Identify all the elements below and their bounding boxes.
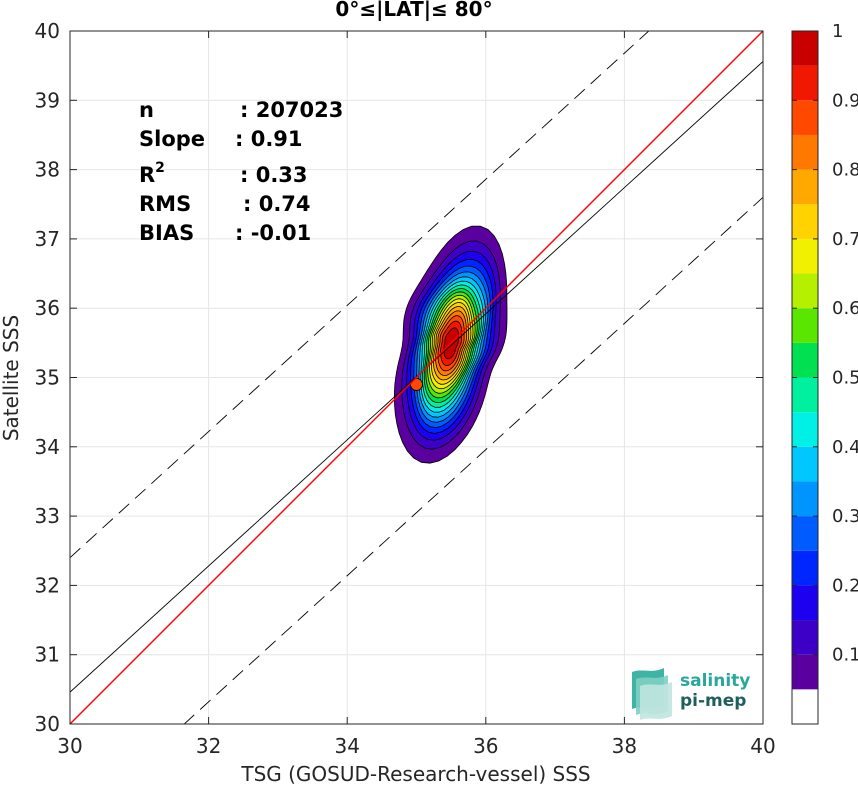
- colorbar-segment: [792, 550, 818, 586]
- stat-value: : 207023: [240, 98, 343, 122]
- upper-bound-line: [70, 31, 650, 559]
- colorbar-segment: [792, 308, 818, 343]
- colorbar-segment: [792, 620, 818, 655]
- stat-label: Slope: [139, 127, 205, 151]
- y-tick-label: 40: [35, 19, 60, 43]
- y-tick-label: 30: [35, 712, 60, 736]
- reference-lines: [70, 31, 763, 724]
- chart-title: 0°≤|LAT|≤ 80°: [335, 0, 492, 21]
- colorbar-tick-label: 0.7: [832, 229, 858, 250]
- salinity-pi-mep-logo: salinity pi-mep: [632, 668, 750, 720]
- y-tick-label: 32: [35, 573, 60, 597]
- colorbar-tick-label: 0.4: [832, 437, 858, 458]
- x-tick-label: 40: [750, 734, 775, 758]
- colorbar-tick-label: 1: [832, 21, 843, 42]
- wave-logo-icon: [632, 668, 672, 720]
- y-tick-label: 33: [35, 504, 60, 528]
- x-tick-label: 38: [612, 734, 637, 758]
- colorbar-tick-label: 0.2: [832, 575, 858, 596]
- colorbar-segment: [792, 273, 818, 309]
- logo-text-pi-mep: pi-mep: [680, 691, 746, 711]
- lower-bound-line: [183, 196, 763, 724]
- y-tick-label: 31: [35, 643, 60, 667]
- y-tick-label: 35: [35, 366, 60, 390]
- stat-value: : -0.01: [235, 221, 311, 245]
- identity-line: [70, 31, 763, 724]
- stat-value: : 0.74: [243, 192, 311, 216]
- stat-label: BIAS: [139, 221, 194, 245]
- colorbar-segment: [792, 204, 818, 239]
- y-axis-label: Satellite SSS: [0, 315, 23, 441]
- colorbar-tick-label: 0.3: [832, 506, 858, 527]
- colorbar-tick-label: 0.1: [832, 645, 858, 666]
- logo-text-salinity: salinity: [680, 671, 750, 691]
- colorbar-segment: [792, 31, 818, 66]
- colorbar-segment: [792, 585, 818, 621]
- y-tick-label: 36: [35, 296, 60, 320]
- stat-value: : 0.91: [235, 127, 303, 151]
- colorbar-segment: [792, 446, 818, 482]
- y-tick-label: 37: [35, 227, 60, 251]
- colorbar-segment: [792, 100, 818, 135]
- colorbar-segment: [792, 134, 818, 170]
- colorbar-tick-label: 0.8: [832, 160, 858, 181]
- stat-label: n: [139, 98, 154, 122]
- y-tick-label: 38: [35, 158, 60, 182]
- colorbar-segment: [792, 689, 818, 724]
- density-contours: [393, 225, 508, 464]
- stat-label: R2: [139, 160, 165, 187]
- stat-value: : 0.33: [240, 163, 308, 187]
- colorbar-segment: [792, 377, 818, 413]
- y-tick-label: 34: [35, 435, 60, 459]
- colorbar-segment: [792, 238, 818, 274]
- colorbar-tick-label: 0.5: [832, 368, 858, 389]
- x-tick-label: 32: [196, 734, 221, 758]
- y-axis: 30 31 32 33 34 35 36 37 38 39 40: [35, 19, 763, 736]
- x-tick-label: 34: [334, 734, 359, 758]
- colorbar: 0.1 0.2 0.3 0.4 0.5 0.6 0.7 0.8 0.9 1: [791, 21, 858, 725]
- x-tick-label: 36: [473, 734, 498, 758]
- x-tick-label: 30: [57, 734, 82, 758]
- colorbar-segment: [792, 412, 818, 447]
- colorbar-tick-label: 0.6: [832, 298, 858, 319]
- x-axis: 30 32 34 36 38 40: [57, 31, 776, 758]
- colorbar-segment: [792, 65, 818, 101]
- colorbar-tick-label: 0.9: [832, 90, 858, 111]
- colorbar-segment: [792, 654, 818, 690]
- y-tick-label: 39: [35, 88, 60, 112]
- colorbar-segment: [792, 342, 818, 378]
- colorbar-segment: [792, 169, 818, 205]
- colorbar-segment: [792, 516, 818, 551]
- statistics-box: n : 207023 Slope : 0.91 R2 : 0.33 RMS : 0.74 BIA…: [139, 98, 343, 245]
- x-axis-label: TSG (GOSUD-Research-vessel) SSS: [240, 762, 590, 786]
- colorbar-segment: [792, 481, 818, 517]
- stat-label: RMS: [139, 192, 191, 216]
